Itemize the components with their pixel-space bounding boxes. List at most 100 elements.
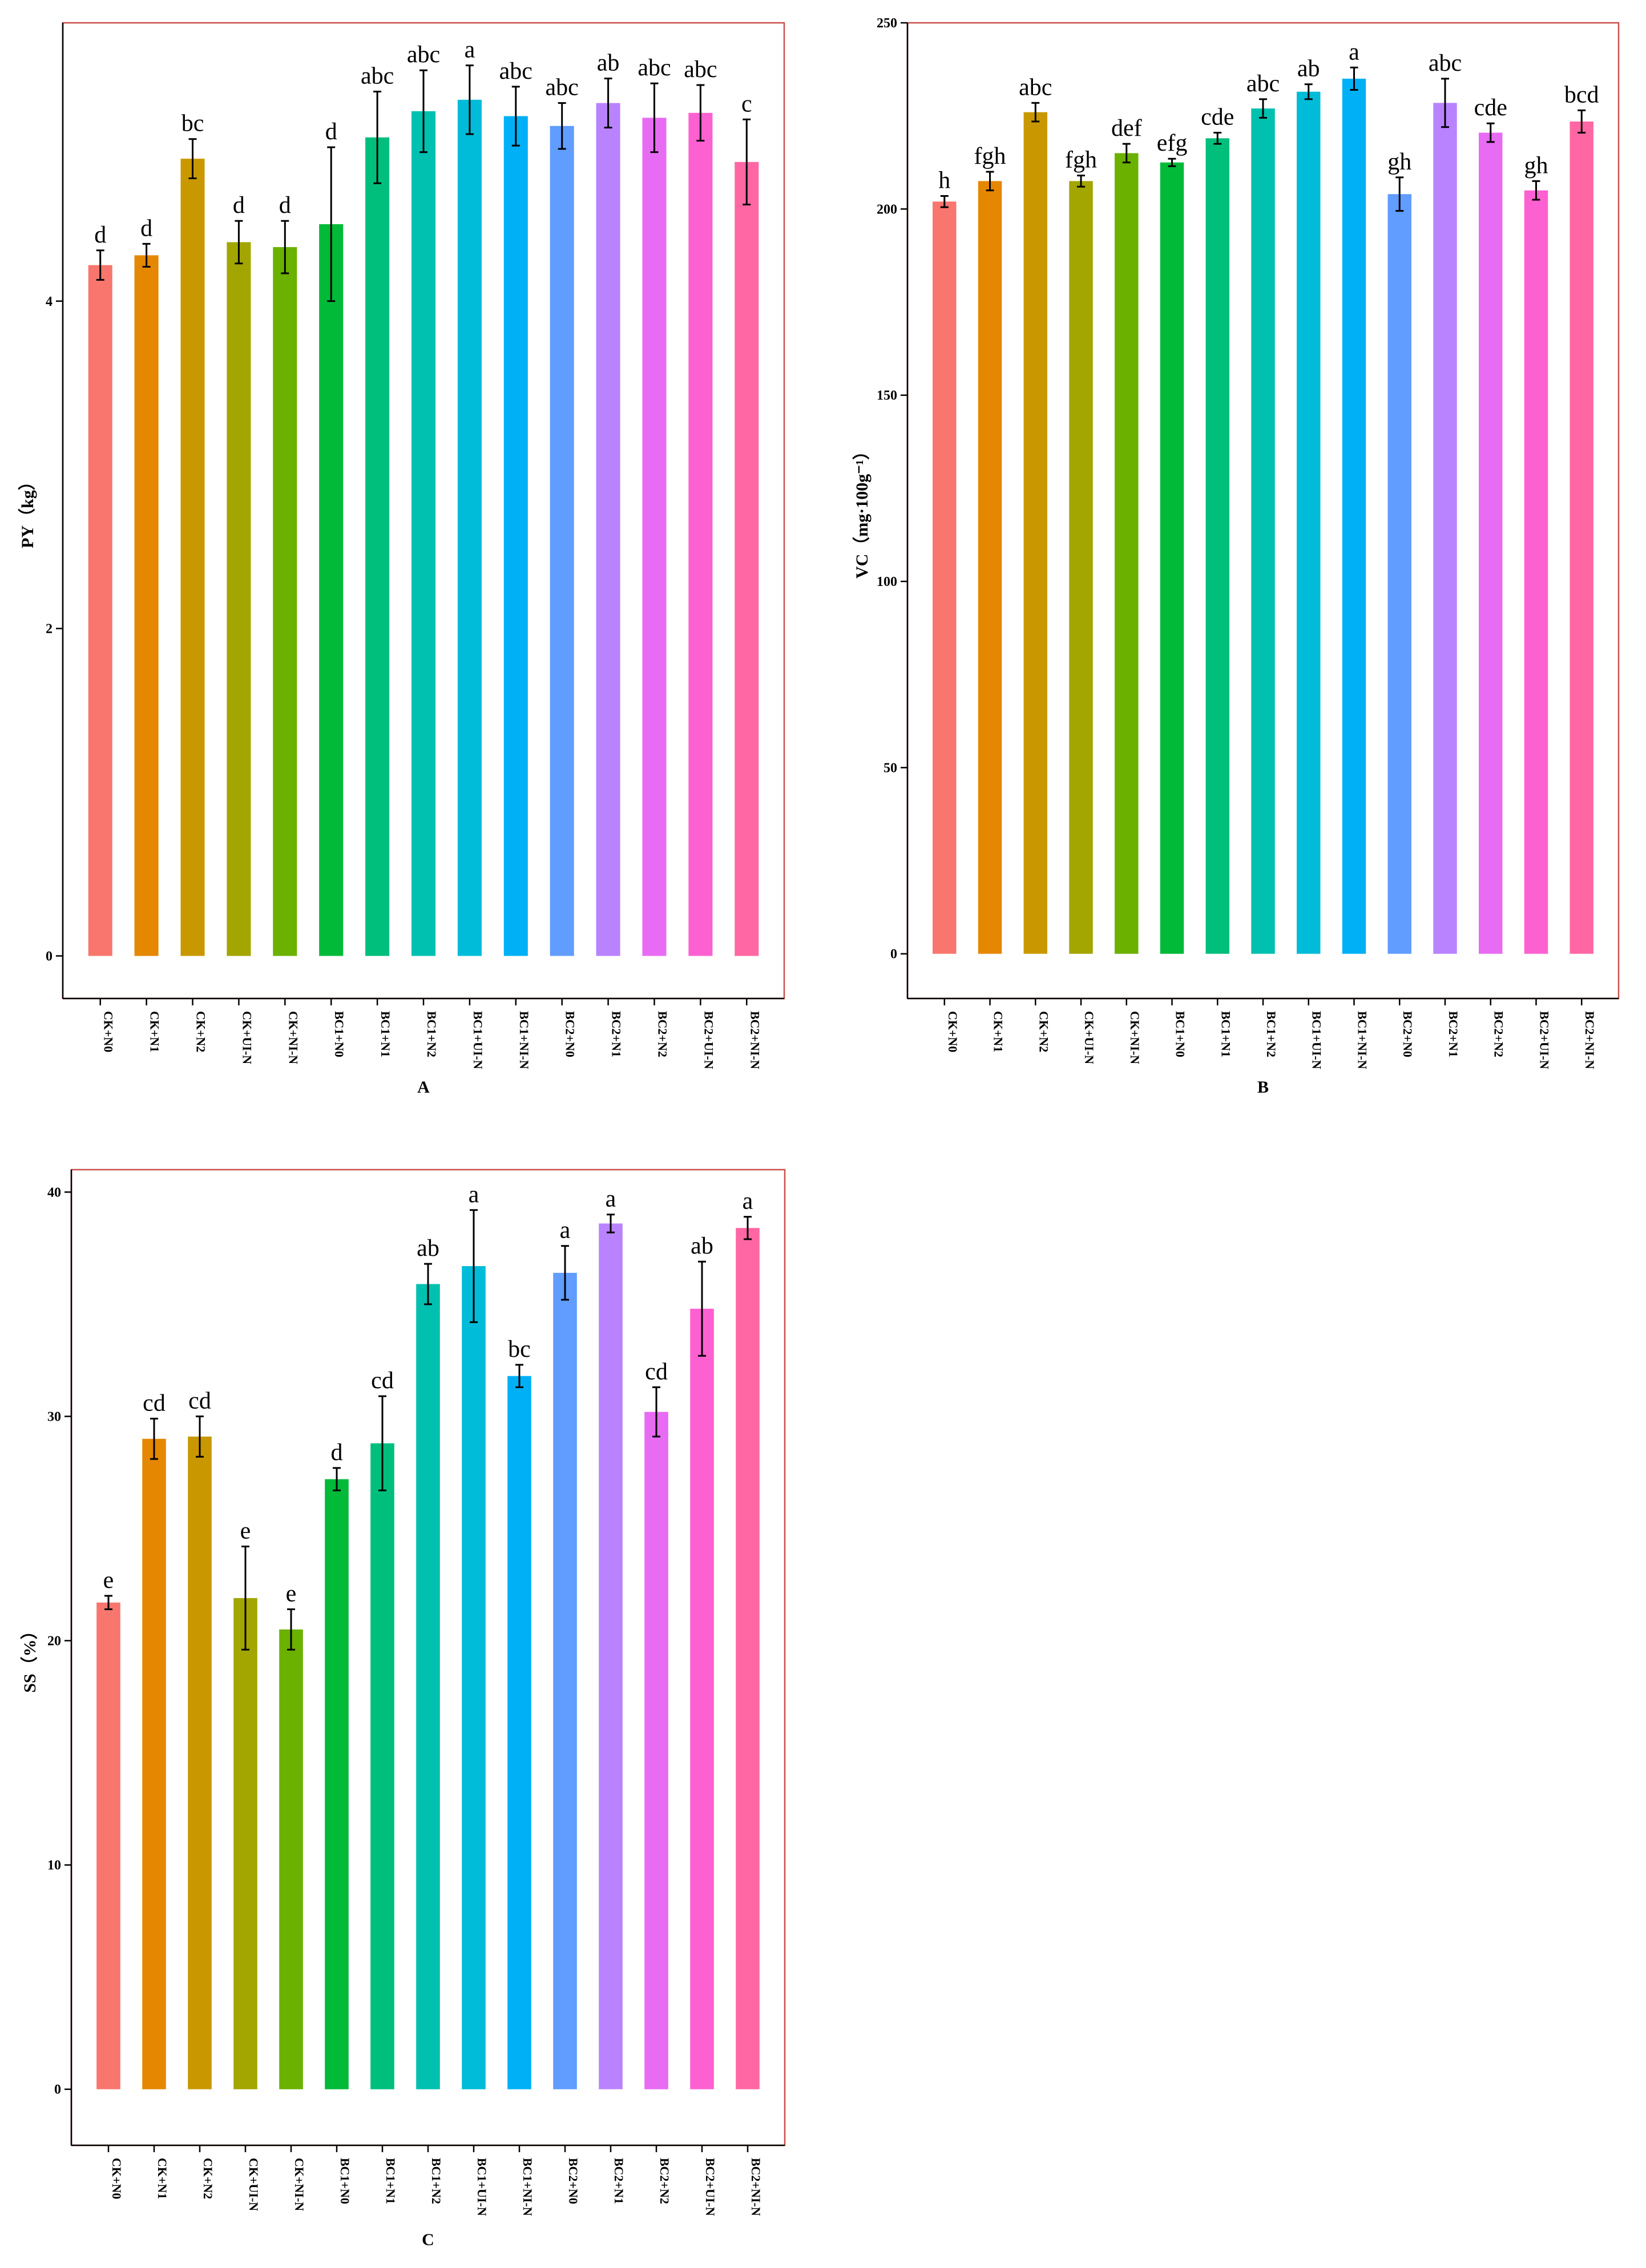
x-tick-label: BC1+N2 (429, 2158, 443, 2204)
significance-label: d (325, 119, 337, 145)
significance-label: a (469, 1182, 479, 1208)
x-tick-label: BC1+N1 (378, 1011, 393, 1057)
y-tick-label: 30 (47, 1409, 61, 1424)
x-tick-label: CK+N1 (148, 1011, 162, 1052)
bar (279, 1629, 303, 2089)
error-bars (940, 66, 1586, 212)
x-tick-label: BC2+N1 (1446, 1011, 1461, 1057)
x-tick-label: BC2+N1 (612, 2158, 626, 2204)
y-axis: 0 2 4 (46, 23, 64, 998)
significance-label: fgh (1065, 147, 1097, 173)
x-tick-label: BC1+UI-N (471, 1011, 485, 1069)
significance-label: d (94, 222, 106, 248)
significance-label: h (938, 167, 950, 193)
significance-label: abc (684, 56, 717, 83)
x-tick-label: BC2+N0 (1401, 1011, 1415, 1057)
x-axis: CK+N0 CK+N1 CK+N2 CK+UI-N CK+NI-N BC1+N0 BC1+N… (71, 2144, 785, 2216)
significance-label: a (465, 37, 475, 63)
panel-label: B (1257, 1078, 1269, 1097)
significance-label: abc (1019, 74, 1052, 100)
significance-label: ab (691, 1233, 713, 1259)
significance-label: d (233, 192, 245, 219)
x-tick-label: BC1+N2 (1264, 1011, 1278, 1057)
significance-label: cd (645, 1359, 668, 1385)
x-tick-label: BC2+N2 (655, 1011, 669, 1057)
x-tick-label: BC1+NI-N (517, 1011, 531, 1069)
x-tick-label: BC2+N0 (563, 1011, 578, 1057)
x-tick-label: BC2+UI-N (701, 1011, 716, 1069)
y-tick-label: 0 (890, 947, 897, 962)
significance-label: abc (361, 63, 394, 90)
bar (933, 201, 957, 954)
x-tick-label: CK+UI-N (1082, 1011, 1096, 1064)
x-tick-label: BC2+UI-N (703, 2158, 717, 2216)
significance-label: cd (143, 1390, 166, 1416)
panel-label: A (417, 1078, 430, 1097)
x-tick-label: BC1+N0 (338, 2158, 352, 2204)
significance-label: def (1111, 115, 1142, 142)
x-tick-label: BC2+NI-N (749, 2158, 763, 2216)
x-tick-label: BC2+NI-N (1583, 1011, 1597, 1069)
significance-label: d (279, 192, 291, 219)
bar (553, 1272, 577, 2089)
bar (319, 224, 344, 956)
significance-label: e (240, 1518, 251, 1544)
bar (644, 1412, 668, 2089)
y-tick-label: 250 (877, 16, 897, 31)
bar (599, 1223, 623, 2089)
bar (1160, 162, 1184, 954)
bar (1205, 138, 1229, 954)
significance-label: e (103, 1567, 114, 1594)
significance-label: a (606, 1186, 616, 1212)
bars (933, 78, 1593, 954)
bar (1115, 153, 1139, 954)
significance-label: abc (1246, 71, 1280, 97)
x-tick-label: CK+N0 (946, 1011, 960, 1052)
y-axis-title: PY（kg） (18, 473, 37, 548)
y-axis: 0 10 20 30 40 (47, 1170, 72, 2145)
bar (416, 1284, 440, 2089)
significance-label: d (140, 215, 152, 241)
significance-label: gh (1387, 149, 1411, 175)
bar (411, 111, 436, 956)
y-tick-label: 40 (47, 1185, 61, 1200)
bar (642, 118, 667, 956)
x-tick-label: BC1+UI-N (1310, 1011, 1324, 1069)
bar (142, 1438, 166, 2089)
significance-label: abc (407, 42, 440, 68)
y-axis-title: SS（%） (20, 1622, 39, 1692)
significance-label: c (741, 91, 752, 117)
x-tick-label: CK+N1 (155, 2158, 170, 2199)
bars (96, 1223, 760, 2089)
x-tick-label: BC1+NI-N (1355, 1011, 1369, 1069)
x-axis: CK+N0 CK+N1 CK+N2 CK+UI-N CK+NI-N BC1+N0 BC1+N… (63, 997, 784, 1069)
x-tick-label: CK+N0 (110, 2158, 124, 2199)
bar (188, 1436, 212, 2089)
bar (462, 1266, 486, 2089)
bar (365, 137, 390, 956)
y-tick-label: 0 (54, 2083, 61, 2097)
bar (688, 112, 713, 956)
x-tick-label: CK+N2 (194, 1011, 208, 1052)
significance-label: ab (597, 50, 620, 76)
bar (1433, 103, 1457, 954)
error-bars (96, 64, 751, 302)
bar (503, 116, 528, 956)
significance-label: bc (181, 111, 204, 137)
bar (1069, 181, 1093, 954)
bar (978, 181, 1002, 954)
significance-label: abc (1429, 50, 1462, 76)
significance-label: a (743, 1188, 753, 1215)
y-tick-label: 100 (877, 575, 897, 589)
y-tick-label: 2 (46, 622, 53, 637)
significance-label: abc (546, 75, 579, 101)
bar (134, 255, 159, 956)
bar (180, 159, 205, 956)
